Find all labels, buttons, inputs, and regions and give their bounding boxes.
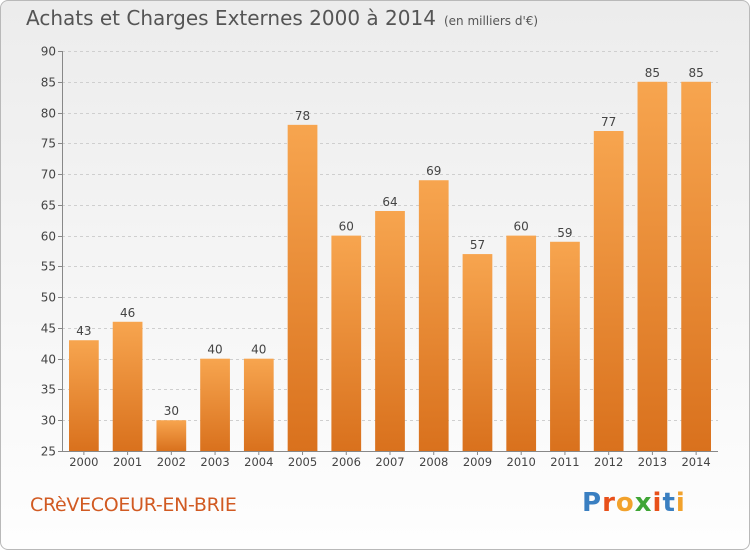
chart-title: Achats et Charges Externes 2000 à 2014 (e… [26, 6, 538, 30]
x-tick-label: 2012 [594, 455, 623, 469]
y-tick-label: 50 [41, 291, 56, 305]
y-tick-label: 35 [41, 383, 56, 397]
logo-letter: r [602, 488, 616, 518]
x-tick-label: 2010 [507, 455, 536, 469]
y-tick-label: 30 [41, 414, 56, 428]
y-tick-label: 75 [41, 137, 56, 151]
bar [112, 321, 143, 451]
bar [637, 81, 668, 452]
x-tick-label: 2003 [200, 455, 229, 469]
bar [243, 358, 274, 451]
bar-value-label: 59 [557, 226, 572, 240]
x-tick-label: 2014 [681, 455, 710, 469]
y-tick-label: 60 [41, 230, 56, 244]
bar [462, 254, 493, 451]
logo-letter: o [615, 488, 635, 518]
bar [506, 235, 537, 451]
bar-value-label: 85 [645, 66, 660, 80]
x-tick-label: 2004 [244, 455, 273, 469]
chart-title-text: Achats et Charges Externes 2000 à 2014 [26, 6, 436, 30]
commune-name: CRèVECOEUR-EN-BRIE [30, 494, 237, 516]
x-tick-label: 2002 [157, 455, 186, 469]
bar-value-label: 40 [251, 343, 266, 357]
x-tick-label: 2000 [69, 455, 98, 469]
bar-value-label: 40 [207, 343, 222, 357]
chart-unit: (en milliers d'€) [443, 14, 539, 28]
y-tick-label: 45 [41, 322, 56, 336]
x-tick-label: 2008 [419, 455, 448, 469]
bar [593, 131, 624, 451]
y-tick-label: 70 [41, 168, 56, 182]
axes: 25 30 35 40 45 50 55 60 65 70 75 80 85 90 2000 2001 2002… [41, 45, 718, 469]
y-tick-label: 65 [41, 199, 56, 213]
logo-letter: x [634, 488, 653, 518]
y-tick-label: 40 [41, 353, 56, 367]
bar-value-label: 43 [76, 324, 91, 338]
bar [681, 81, 712, 452]
bar-value-label: 60 [339, 220, 354, 234]
bar-value-label: 30 [164, 404, 179, 418]
x-tick-label: 2009 [463, 455, 492, 469]
x-tick-label: 2007 [375, 455, 404, 469]
logo-letter: t [662, 488, 676, 518]
bar-value-label: 85 [688, 66, 703, 80]
x-tick-label: 2001 [113, 455, 142, 469]
x-tick-label: 2013 [638, 455, 667, 469]
y-tick-label: 55 [41, 260, 56, 274]
y-tick-label: 80 [41, 107, 56, 121]
bar [550, 241, 580, 451]
x-tick-label: 2006 [332, 455, 361, 469]
bar-value-label: 57 [470, 238, 485, 252]
y-tick-label: 85 [41, 76, 56, 90]
bars: 43 46 30 40 40 78 60 64 69 57 60 59 77 85 85 [68, 66, 712, 452]
bar [200, 358, 230, 451]
bar [418, 180, 449, 451]
y-tick-label: 90 [41, 45, 56, 59]
bar-value-label: 69 [426, 164, 441, 178]
logo-letter: i [652, 488, 663, 518]
bar-value-label: 64 [382, 195, 397, 209]
bar-value-label: 46 [120, 306, 135, 320]
bar-value-label: 78 [295, 109, 310, 123]
y-tick-label: 25 [41, 445, 56, 459]
bar-value-label: 60 [514, 220, 529, 234]
bar [68, 340, 99, 451]
bar [375, 211, 405, 451]
bar [156, 420, 187, 451]
bar-value-label: 77 [601, 115, 616, 129]
bar [331, 235, 362, 451]
logo-letter: i [675, 488, 686, 518]
logo-letter: P [582, 488, 603, 518]
bar [287, 124, 318, 451]
x-tick-label: 2011 [550, 455, 579, 469]
proxiti-logo: Proxiti [582, 488, 686, 518]
x-tick-label: 2005 [288, 455, 317, 469]
